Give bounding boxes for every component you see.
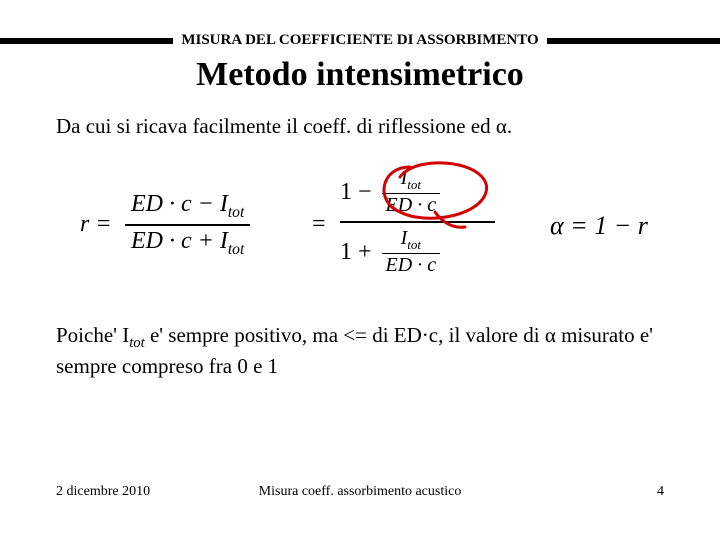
equation: r = ED · c − Itot ED · c + Itot = 1 − It… bbox=[70, 155, 660, 295]
small-num-tot-2: tot bbox=[407, 237, 421, 252]
small-den: ED · c bbox=[382, 194, 441, 217]
fraction-1: ED · c − Itot ED · c + Itot bbox=[125, 191, 250, 259]
frac2-num-smallfrac: Itot ED · c bbox=[382, 167, 441, 217]
body2-a: Poiche' I bbox=[56, 323, 129, 347]
body2-b: e' sempre positivo, ma <= di ED·c, il va… bbox=[56, 323, 653, 378]
equals-sign-2: = bbox=[312, 211, 326, 238]
frac2-den-lead: 1 + bbox=[340, 239, 372, 266]
footer: 2 dicembre 2010 Misura coeff. assorbimen… bbox=[56, 484, 664, 500]
footer-page: 4 bbox=[657, 484, 664, 500]
frac2-num: 1 − Itot ED · c bbox=[340, 167, 495, 217]
header-row: MISURA DEL COEFFICIENTE DI ASSORBIMENTO bbox=[0, 32, 720, 49]
fraction-2: 1 − Itot ED · c 1 + Itot ED · c bbox=[340, 167, 495, 277]
eq-r-equals: r = bbox=[80, 211, 112, 238]
frac1-num-sub: tot bbox=[228, 204, 244, 221]
header-supertitle: MISURA DEL COEFFICIENTE DI ASSORBIMENTO bbox=[173, 32, 546, 49]
frac1-den: ED · c + Itot bbox=[125, 226, 250, 259]
frac2-num-small-num: Itot bbox=[382, 167, 441, 194]
slide: MISURA DEL COEFFICIENTE DI ASSORBIMENTO … bbox=[0, 0, 720, 540]
body-line-2: Poiche' Itot e' sempre positivo, ma <= d… bbox=[56, 322, 664, 381]
frac1-num-a: ED · c − I bbox=[131, 191, 228, 217]
frac2-den-smallfrac: Itot ED · c bbox=[382, 227, 441, 277]
frac1-den-a: ED · c + I bbox=[131, 228, 228, 254]
small-den-2: ED · c bbox=[382, 254, 441, 277]
frac2-num-lead: 1 − bbox=[340, 179, 372, 206]
frac1-num: ED · c − Itot bbox=[125, 191, 250, 226]
eq-r-text: r = bbox=[80, 211, 112, 237]
frac2-den-small-num: Itot bbox=[382, 227, 441, 254]
frac2-bar bbox=[340, 221, 495, 223]
slide-title: Metodo intensimetrico bbox=[0, 56, 720, 94]
body2-sub: tot bbox=[129, 335, 145, 351]
footer-date: 2 dicembre 2010 bbox=[56, 484, 150, 500]
frac2-den: 1 + Itot ED · c bbox=[340, 227, 495, 277]
small-num-tot: tot bbox=[407, 177, 421, 192]
frac1-den-sub: tot bbox=[228, 241, 244, 258]
header-line-left bbox=[0, 38, 173, 44]
body-line-1: Da cui si ricava facilmente il coeff. di… bbox=[56, 114, 664, 139]
alpha-equation: α = 1 − r bbox=[550, 211, 648, 241]
header-line-right bbox=[547, 38, 720, 44]
footer-center: Misura coeff. assorbimento acustico bbox=[259, 484, 462, 500]
